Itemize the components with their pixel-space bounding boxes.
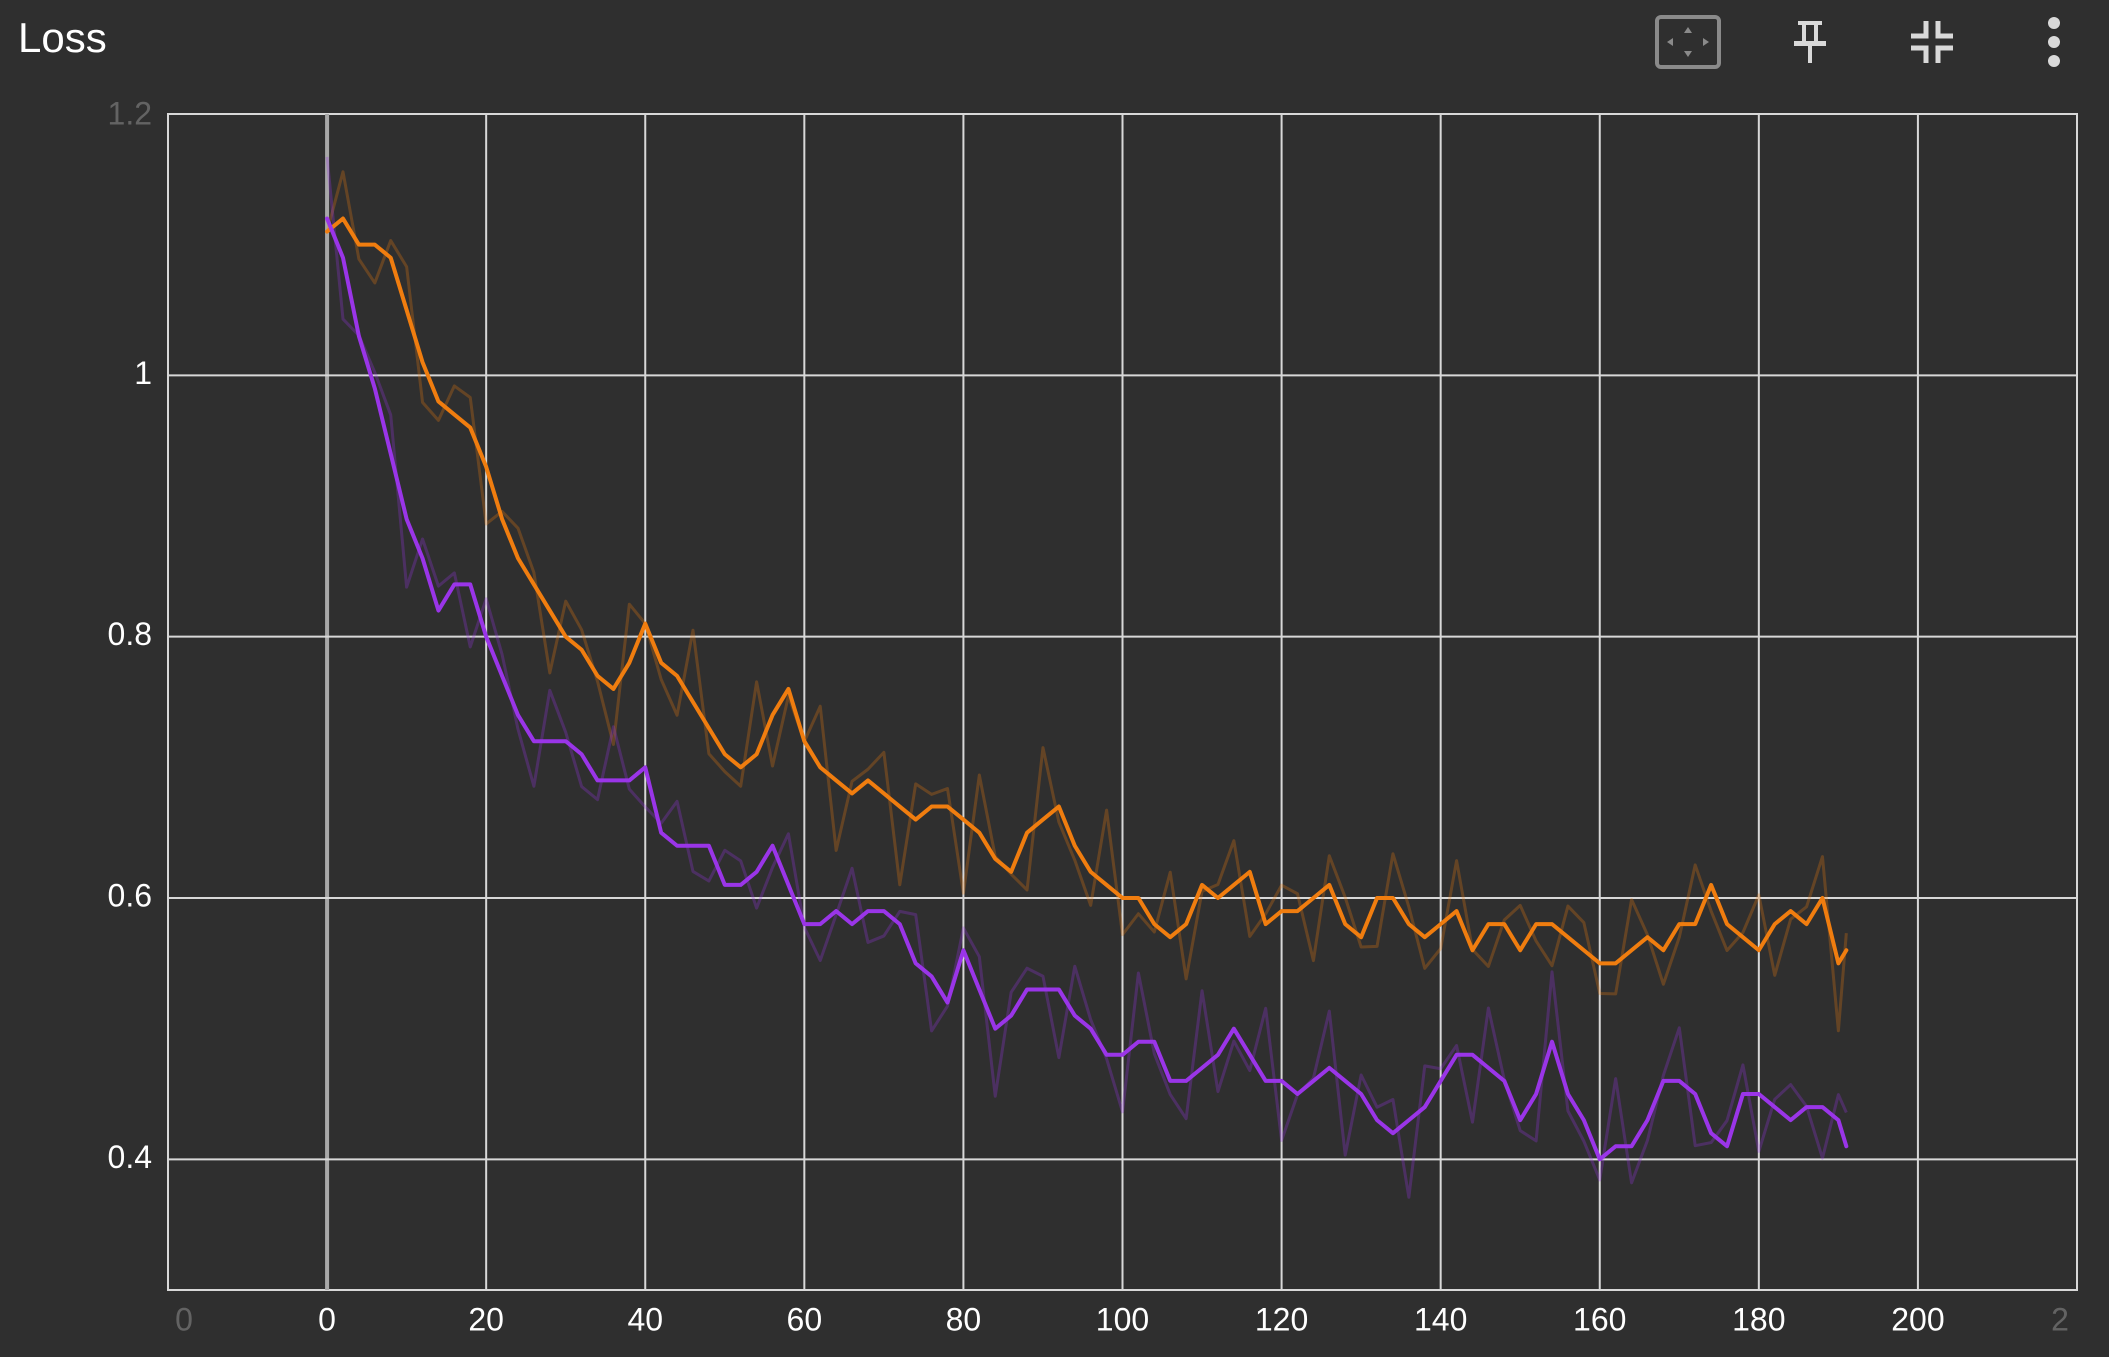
y-tick-label: 0.6 [108,877,152,913]
x-tick-label-faint: 0 [175,1301,193,1337]
axis-ticks: 0 20 40 60 80 100 120 140 160 180 200 0 2 0.4 0.6 0.8 1 1… [108,95,2069,1337]
x-tick-label: 160 [1573,1301,1626,1337]
y-tick-label: 1 [134,355,152,391]
y-tick-label: 0.8 [108,616,152,652]
more-options-button[interactable] [2018,10,2090,74]
series-line-0 [325,216,1849,966]
series-line-1 [325,216,1849,1162]
collapse-button[interactable] [1896,10,1968,74]
smoothed-series [325,216,1849,1162]
y-tick-label-faint: 1.2 [108,95,152,131]
y-tick-label: 0.4 [108,1139,152,1175]
chart-title: Loss [18,14,107,61]
x-tick-label: 80 [946,1301,982,1337]
grid [167,113,2078,1291]
collapse-icon [1911,21,1953,63]
x-tick-label: 200 [1891,1301,1944,1337]
x-tick-label: 120 [1255,1301,1308,1337]
more-vert-icon [2048,17,2060,67]
raw-line-1 [325,156,1848,1199]
x-tick-label: 60 [787,1301,823,1337]
x-tick-label: 140 [1414,1301,1467,1337]
raw-line-0 [325,170,1848,1033]
x-tick-label: 0 [318,1301,336,1337]
x-tick-label-faint: 2 [2051,1301,2069,1337]
x-tick-label: 40 [627,1301,663,1337]
fit-domain-button[interactable] [1652,10,1724,74]
fit-domain-icon [1655,15,1721,69]
pin-icon [1794,21,1826,63]
x-tick-label: 20 [468,1301,504,1337]
x-tick-label: 180 [1732,1301,1785,1337]
pin-button[interactable] [1774,10,1846,74]
card-header: Loss [0,0,2109,88]
raw-series [325,156,1848,1199]
x-tick-label: 100 [1096,1301,1149,1337]
